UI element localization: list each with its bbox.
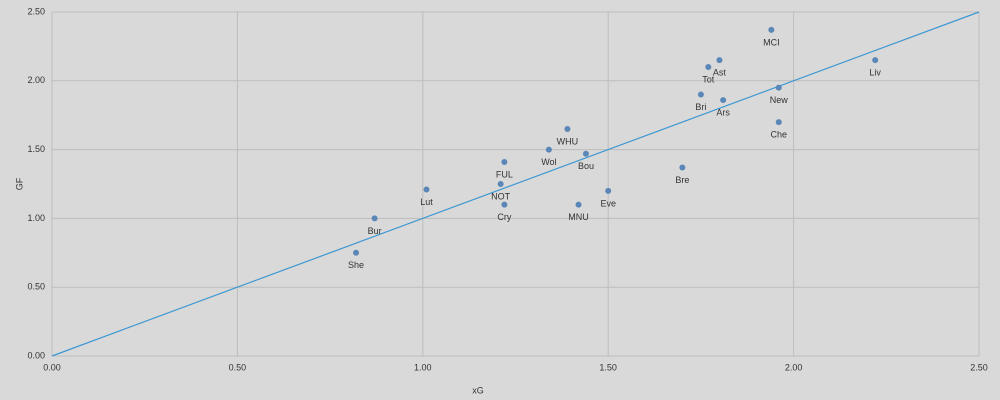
point-label: FUL [496,169,513,179]
point-label: Bur [368,226,382,236]
y-tick-label: 1.00 [27,213,45,223]
reference-line [51,11,980,357]
point [501,158,508,165]
y-tick-label: 2.50 [27,6,45,16]
point [545,146,552,153]
point-label: Wol [541,157,556,167]
point-label: Tot [702,74,715,84]
point-label: She [348,260,364,270]
point [705,64,712,71]
point [353,249,360,256]
point [501,201,508,208]
point [775,119,782,126]
y-tick-label: 0.50 [27,282,45,292]
x-axis-label: xG [472,385,484,395]
point-label: Bri [695,102,706,112]
point [371,215,378,222]
point-label: MNU [568,212,589,222]
point [720,97,727,104]
point [497,181,504,187]
point [564,125,571,132]
point-label: Cry [497,212,511,222]
point-label: NOT [491,191,511,201]
y-tick-label: 2.00 [27,75,45,85]
point-label: Ars [716,107,730,117]
point-label: Ast [713,68,727,78]
point [582,150,589,157]
y-axis-label: GF [14,177,24,190]
point-label: Bou [578,161,594,171]
point-label: WHU [557,136,579,146]
x-tick-label: 1.50 [599,362,617,372]
x-tick-label: 2.50 [970,362,988,372]
point [872,57,879,64]
x-tick-label: 0.50 [229,362,247,372]
point-label: Bre [675,175,689,185]
point-label: Che [771,129,788,139]
point-label: Liv [869,68,881,78]
point-label: New [770,95,789,105]
point [423,186,430,193]
point [679,164,686,171]
point [716,57,723,64]
y-tick-label: 0.00 [27,350,45,360]
x-tick-label: 0.00 [43,362,61,372]
point [575,201,582,208]
point-label: Lut [420,197,433,207]
x-tick-label: 2.00 [785,362,803,372]
point [775,84,782,91]
y-tick-label: 1.50 [27,144,45,154]
point [697,91,704,98]
point [768,26,775,33]
x-tick-label: 1.00 [414,362,432,372]
point-label: Eve [600,198,616,208]
point [605,187,612,194]
point-label: MCI [763,37,780,47]
